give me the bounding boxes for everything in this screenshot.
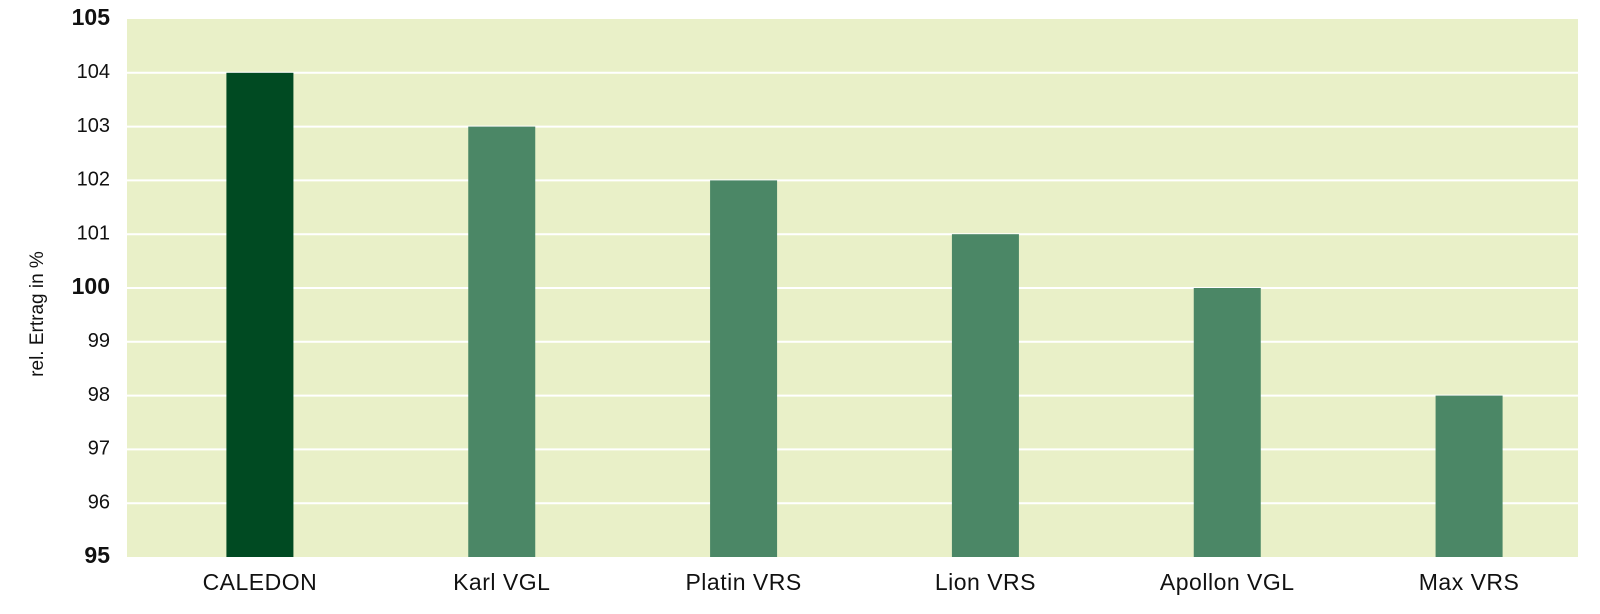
bar-platin-vrs [710,180,778,557]
y-tick-label: 103 [77,115,110,137]
y-tick-label: 97 [88,438,110,460]
category-label: Apollon VGL [1160,569,1295,595]
y-tick-label: 102 [77,169,110,191]
y-tick-label: 98 [88,384,110,406]
y-tick-label: 104 [77,61,110,83]
bar-lion-vrs [951,234,1019,557]
bar-caledon [226,72,294,558]
category-label: Max VRS [1419,569,1520,595]
bar-max-vrs [1435,395,1503,557]
bar-apollon-vgl [1193,288,1261,557]
y-tick-label: 99 [88,330,110,352]
gridlines [127,71,1578,505]
category-label: Platin VRS [685,569,801,595]
y-tick-label: 100 [72,273,110,299]
y-axis-label: rel. Ertrag in % [27,251,48,377]
category-label: Lion VRS [935,569,1036,595]
y-tick-label: 96 [88,491,110,513]
category-labels: CALEDON Karl VGL Platin VRS Lion VRS Apollon… [203,569,1520,595]
y-tick-labels: 95 96 97 98 99 100 101 102 103 104 105 [72,4,111,568]
y-tick-label: 105 [72,4,111,30]
category-label: Karl VGL [453,569,550,595]
y-tick-label: 101 [77,222,110,244]
category-label: CALEDON [203,569,318,595]
y-tick-label: 95 [84,542,110,568]
bar-karl-vgl [468,126,536,557]
bars [226,72,1503,558]
